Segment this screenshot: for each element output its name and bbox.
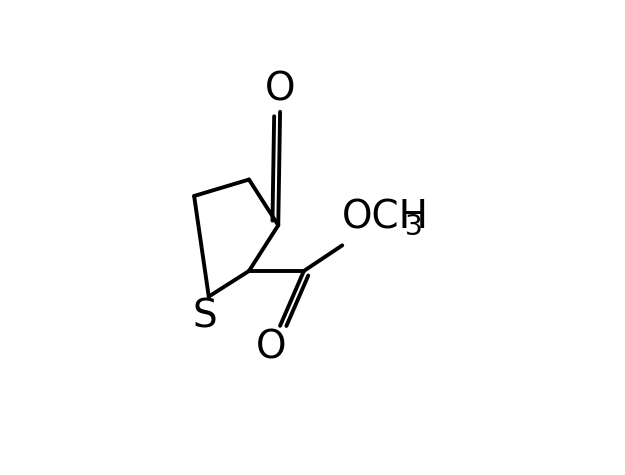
Text: OCH: OCH — [342, 199, 429, 237]
Text: 3: 3 — [404, 213, 422, 241]
Text: O: O — [265, 71, 296, 109]
Text: S: S — [192, 298, 218, 336]
Text: O: O — [256, 329, 286, 367]
